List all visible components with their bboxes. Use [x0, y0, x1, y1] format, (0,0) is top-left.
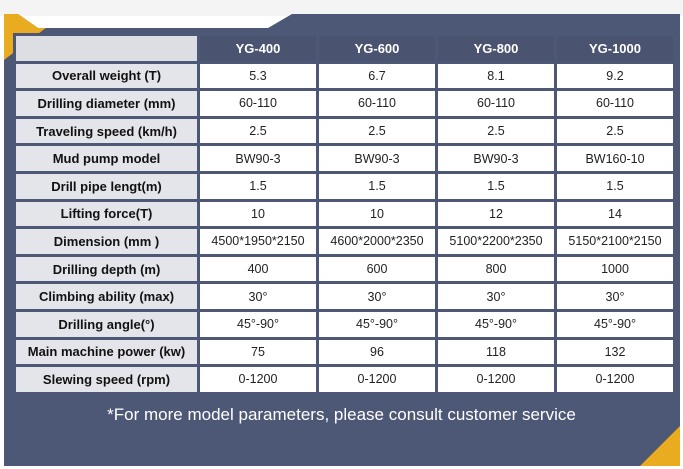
cell-value: 132: [557, 339, 673, 365]
spec-table: YG-400 YG-600 YG-800 YG-1000 Overall wei…: [13, 33, 676, 395]
row-label: Lifting force(T): [16, 201, 197, 227]
cell-value: 10: [319, 201, 435, 227]
model-header: YG-400: [200, 36, 316, 61]
cell-value: 0-1200: [200, 367, 316, 392]
cell-value: 30°: [557, 284, 673, 309]
cell-value: 2.5: [200, 118, 316, 144]
table-row: Lifting force(T) 10 10 12 14: [16, 201, 673, 227]
header-corner-cell: [16, 36, 197, 61]
model-header: YG-600: [319, 36, 435, 61]
row-label: Slewing speed (rpm): [16, 367, 197, 392]
cell-value: 30°: [319, 284, 435, 309]
cell-value: BW90-3: [319, 146, 435, 171]
cell-value: 6.7: [319, 63, 435, 89]
row-label: Climbing ability (max): [16, 284, 197, 309]
cell-value: 800: [438, 256, 554, 282]
row-label: Dimension (mm ): [16, 229, 197, 254]
row-label: Main machine power (kw): [16, 339, 197, 365]
cell-value: 1000: [557, 256, 673, 282]
cell-value: 400: [200, 256, 316, 282]
row-label: Drill pipe lengt(m): [16, 173, 197, 199]
model-header: YG-800: [438, 36, 554, 61]
cell-value: 60-110: [200, 91, 316, 116]
cell-value: 10: [200, 201, 316, 227]
table-row: Main machine power (kw) 75 96 118 132: [16, 339, 673, 365]
cell-value: 600: [319, 256, 435, 282]
cell-value: 45°-90°: [200, 311, 316, 337]
cell-value: 60-110: [438, 91, 554, 116]
table-row: Drilling depth (m) 400 600 800 1000: [16, 256, 673, 282]
cell-value: 1.5: [200, 173, 316, 199]
cell-value: BW90-3: [200, 146, 316, 171]
row-label: Traveling speed (km/h): [16, 118, 197, 144]
cell-value: 8.1: [438, 63, 554, 89]
cell-value: 9.2: [557, 63, 673, 89]
row-label: Overall weight (T): [16, 63, 197, 89]
cell-value: 5150*2100*2150: [557, 229, 673, 254]
cell-value: 30°: [438, 284, 554, 309]
corner-accent-bottom-right: [640, 426, 680, 466]
cell-value: 75: [200, 339, 316, 365]
cell-value: 14: [557, 201, 673, 227]
cell-value: 60-110: [557, 91, 673, 116]
model-header: YG-1000: [557, 36, 673, 61]
table-row: Dimension (mm ) 4500*1950*2150 4600*2000…: [16, 229, 673, 254]
row-label: Drilling depth (m): [16, 256, 197, 282]
header-row: YG-400 YG-600 YG-800 YG-1000: [16, 36, 673, 61]
cell-value: 45°-90°: [319, 311, 435, 337]
cell-value: 12: [438, 201, 554, 227]
cell-value: 0-1200: [319, 367, 435, 392]
cell-value: 4500*1950*2150: [200, 229, 316, 254]
cell-value: 1.5: [438, 173, 554, 199]
table-row: Drilling angle(°) 45°-90° 45°-90° 45°-90…: [16, 311, 673, 337]
cell-value: 118: [438, 339, 554, 365]
cell-value: 5.3: [200, 63, 316, 89]
cell-value: 2.5: [438, 118, 554, 144]
row-label: Mud pump model: [16, 146, 197, 171]
cell-value: 1.5: [557, 173, 673, 199]
cell-value: 0-1200: [438, 367, 554, 392]
cell-value: 30°: [200, 284, 316, 309]
row-label: Drilling angle(°): [16, 311, 197, 337]
cell-value: BW160-10: [557, 146, 673, 171]
cell-value: 2.5: [557, 118, 673, 144]
table-row: Drilling diameter (mm) 60-110 60-110 60-…: [16, 91, 673, 116]
cell-value: 1.5: [319, 173, 435, 199]
top-tab-strip: [0, 0, 683, 16]
cell-value: 45°-90°: [438, 311, 554, 337]
cell-value: 45°-90°: [557, 311, 673, 337]
table-row: Slewing speed (rpm) 0-1200 0-1200 0-1200…: [16, 367, 673, 392]
cell-value: 96: [319, 339, 435, 365]
cell-value: 5100*2200*2350: [438, 229, 554, 254]
table-row: Drill pipe lengt(m) 1.5 1.5 1.5 1.5: [16, 173, 673, 199]
table-row: Traveling speed (km/h) 2.5 2.5 2.5 2.5: [16, 118, 673, 144]
table-row: Overall weight (T) 5.3 6.7 8.1 9.2: [16, 63, 673, 89]
cell-value: 60-110: [319, 91, 435, 116]
cell-value: BW90-3: [438, 146, 554, 171]
cell-value: 4600*2000*2350: [319, 229, 435, 254]
row-label: Drilling diameter (mm): [16, 91, 197, 116]
cell-value: 0-1200: [557, 367, 673, 392]
table-row: Mud pump model BW90-3 BW90-3 BW90-3 BW16…: [16, 146, 673, 171]
footer-note: *For more model parameters, please consu…: [107, 405, 576, 424]
table-row: Climbing ability (max) 30° 30° 30° 30°: [16, 284, 673, 309]
cell-value: 2.5: [319, 118, 435, 144]
